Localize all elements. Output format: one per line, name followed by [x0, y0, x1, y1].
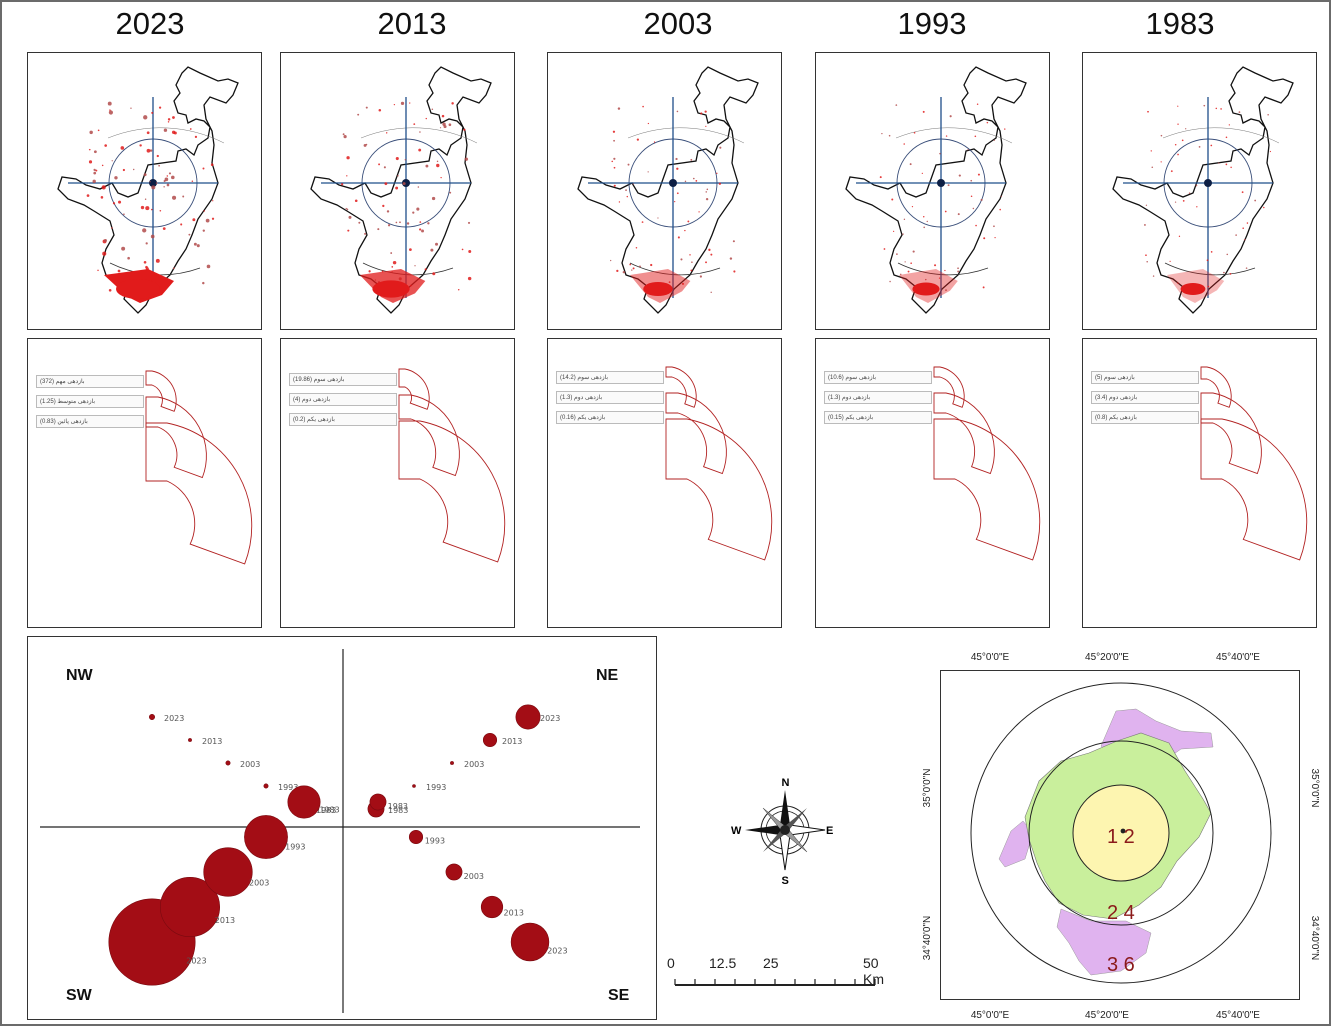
bubble-label: 2013 — [202, 737, 222, 746]
legend-panel-1993: بازدهی سوم (10.6) بازدهی دوم (1.3) بازدهی … — [815, 338, 1050, 628]
bubble-label: 1993 — [285, 843, 305, 852]
direction-arc-2003 — [665, 366, 773, 561]
bubble-label: 1983 — [388, 806, 408, 815]
legend-item: بازدهی دوم (4) — [289, 393, 397, 406]
bubble-label: 2023 — [547, 947, 567, 956]
bubble-label: 1993 — [425, 837, 445, 846]
district-map-1983 — [1112, 66, 1294, 314]
direction-arc-2023 — [145, 370, 253, 565]
direction-arc-1983 — [1200, 366, 1308, 561]
bubble-sw-1983 — [287, 785, 321, 819]
legend-item: بازدهی سوم (10.6) — [824, 371, 932, 384]
year-title-1993: 1993 — [897, 6, 967, 41]
bubble-nw-1993 — [263, 783, 269, 789]
bubble-sw-1993 — [244, 815, 288, 859]
legend-item: بازدهی یکم (0.16) — [556, 411, 664, 424]
bubble-label: 2023 — [186, 956, 206, 965]
legend-item: بازدهی دوم (3.4) — [1091, 391, 1199, 404]
legend-item: بازدهی پائین (0.83) — [36, 415, 144, 428]
legend-item: بازدهی مهم (372) — [36, 375, 144, 388]
scale-bar: 0 12.5 25 50 Km — [665, 955, 895, 995]
bubble-label: 1993 — [278, 783, 298, 792]
legend-item: بازدهی یکم (0.8) — [1091, 411, 1199, 424]
legend-item: بازدهی سوم (19.86) — [289, 373, 397, 386]
legend-panel-1983: بازدهی سوم (5) بازدهی دوم (3.4) بازدهی یکم… — [1082, 338, 1317, 628]
map-panel-2013 — [280, 52, 515, 330]
legend-item: بازدهی سوم (5) — [1091, 371, 1199, 384]
bubble-nw-2013 — [188, 738, 192, 742]
district-map-2023 — [57, 66, 239, 314]
bubble-label: 2023 — [540, 714, 560, 723]
bubble-ne-2013 — [482, 732, 498, 748]
legend-panel-2013: بازدهی سوم (19.86) بازدهی دوم (4) بازدهی ی… — [280, 338, 515, 628]
legend-item: بازدهی متوسط (1.25) — [36, 395, 144, 408]
legend-panel-2003: بازدهی سوم (14.2) بازدهی دوم (1.3) بازدهی … — [547, 338, 782, 628]
compass-s: S — [782, 875, 789, 885]
year-title-2013: 2013 — [377, 6, 447, 41]
bubble-se-2013 — [480, 895, 504, 919]
map-panel-2003 — [547, 52, 782, 330]
district-map-2013 — [310, 66, 492, 314]
scale-tick-25: 25 — [763, 955, 779, 971]
legend-item: بازدهی یکم (0.15) — [824, 411, 932, 424]
bubble-label: 2003 — [464, 760, 484, 769]
district-map-1993 — [845, 66, 1027, 314]
bubble-label: 2013 — [502, 737, 522, 746]
bubble-label: 2023 — [164, 714, 184, 723]
quadrant-label-sw: SW — [66, 987, 92, 1004]
map-panel-2023 — [27, 52, 262, 330]
bubble-sw-2013 — [160, 877, 221, 938]
bubble-label: 2003 — [464, 872, 484, 881]
inset-map-panel: 1 2 2 4 3 6 — [940, 670, 1300, 1000]
quadrant-label-nw: NW — [66, 667, 93, 684]
legend-item: بازدهی یکم (0.2) — [289, 413, 397, 426]
zone-label-1: 1 2 — [1107, 826, 1135, 848]
district-map-2003 — [577, 66, 759, 314]
bubble-label: 1983 — [319, 805, 339, 814]
bubble-label: 1993 — [426, 783, 446, 792]
bubble-se-1983 — [369, 793, 387, 811]
bubble-se-2003 — [445, 863, 463, 881]
quadrant-label-ne: NE — [596, 667, 619, 684]
map-panel-1993 — [815, 52, 1050, 330]
bubble-label: 2003 — [240, 760, 260, 769]
bubble-ne-2003 — [450, 761, 454, 765]
bubble-label: 1983 — [316, 806, 336, 815]
scale-tick-0: 0 — [667, 955, 675, 971]
year-title-2023: 2023 — [115, 6, 185, 41]
quadrant-chart: 2023 2013 2003 1993 1983 2023 2013 2003 1993 1983… — [40, 649, 640, 1013]
bubble-nw-2003 — [225, 760, 231, 766]
bubble-se-1993 — [408, 829, 424, 845]
year-title-2003: 2003 — [643, 6, 713, 41]
legend-item: بازدهی دوم (1.3) — [824, 391, 932, 404]
year-title-1983: 1983 — [1145, 6, 1215, 41]
bubble-ne-2023 — [515, 704, 541, 730]
quadrant-label-se: SE — [608, 987, 630, 1004]
bubble-se-2023 — [510, 922, 550, 962]
direction-arc-1993 — [933, 366, 1041, 561]
bubble-label: 2013 — [504, 908, 524, 917]
compass-rose-icon: N S E W — [731, 777, 833, 885]
map-panel-1983 — [1082, 52, 1317, 330]
inset-map: 1 2 2 4 3 6 — [970, 682, 1272, 984]
scale-tick-12-5: 12.5 — [709, 955, 737, 971]
compass-w: W — [731, 825, 742, 837]
zone-label-3: 3 6 — [1107, 954, 1135, 976]
bubble-nw-2023 — [149, 714, 156, 721]
compass-n: N — [782, 777, 790, 789]
bubble-label: 2003 — [249, 879, 269, 888]
direction-arc-2013 — [398, 368, 506, 563]
scale-tick-50: 50 Km — [863, 955, 884, 987]
quadrant-chart-panel: 2023 2013 2003 1993 1983 2023 2013 2003 1993 1983… — [27, 636, 657, 1020]
bubble-sw-2003 — [203, 847, 253, 897]
bubble-ne-1993 — [412, 784, 416, 788]
compass-e: E — [826, 825, 833, 837]
legend-item: بازدهی دوم (1.3) — [556, 391, 664, 404]
legend-item: بازدهی سوم (14.2) — [556, 371, 664, 384]
zone-label-2: 2 4 — [1107, 902, 1135, 924]
bubble-label: 2013 — [215, 916, 235, 925]
bubble-label: 1983 — [388, 802, 408, 811]
legend-panel-2023: بازدهی مهم (372) بازدهی متوسط (1.25) بازده… — [27, 338, 262, 628]
